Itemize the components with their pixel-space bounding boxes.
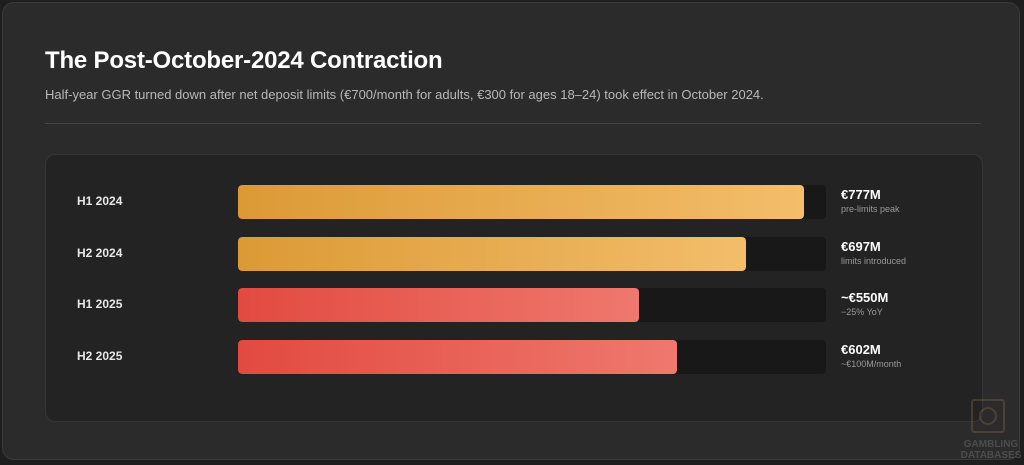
bar xyxy=(238,185,804,219)
bar-track xyxy=(238,340,826,374)
bar-track xyxy=(238,288,826,322)
divider xyxy=(45,123,981,124)
page-subtitle: Half-year GGR turned down after net depo… xyxy=(45,87,764,102)
bar-chart-panel: H1 2024 €777M pre-limits peak H2 2024 €697M l… xyxy=(45,154,983,422)
bar xyxy=(238,237,746,271)
chart-row: H2 2024 €697M limits introduced xyxy=(46,237,982,271)
bar xyxy=(238,340,677,374)
roulette-logo-icon xyxy=(971,399,1005,433)
page-title: The Post-October-2024 Contraction xyxy=(45,47,443,74)
watermark-text: GAMBLING DATABASES xyxy=(960,439,1022,461)
value-label: €777M xyxy=(841,187,881,202)
category-label: H1 2024 xyxy=(77,194,123,208)
value-note: pre-limits peak xyxy=(841,204,900,214)
value-note: −25% YoY xyxy=(841,307,883,317)
bar-track xyxy=(238,185,826,219)
category-label: H1 2025 xyxy=(77,297,123,311)
category-label: H2 2024 xyxy=(77,246,123,260)
chart-row: H2 2025 €602M ~€100M/month xyxy=(46,340,982,374)
bar xyxy=(238,288,639,322)
chart-row: H1 2024 €777M pre-limits peak xyxy=(46,185,982,219)
value-note: limits introduced xyxy=(841,256,907,266)
category-label: H2 2025 xyxy=(77,349,123,363)
chart-row: H1 2025 ~€550M −25% YoY xyxy=(46,288,982,322)
value-label: €697M xyxy=(841,239,881,254)
value-label: ~€550M xyxy=(841,290,889,305)
value-label: €602M xyxy=(841,342,881,357)
watermark: GAMBLING DATABASES xyxy=(951,399,1024,465)
bar-track xyxy=(238,237,826,271)
value-note: ~€100M/month xyxy=(841,359,902,369)
